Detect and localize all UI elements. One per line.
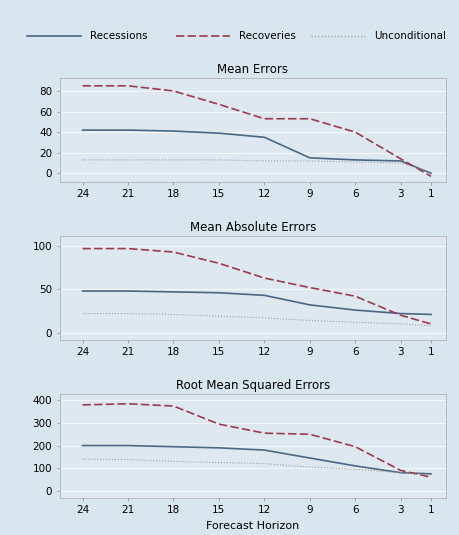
- Title: Mean Errors: Mean Errors: [217, 64, 288, 77]
- Title: Root Mean Squared Errors: Root Mean Squared Errors: [175, 379, 330, 393]
- Text: Recessions: Recessions: [90, 31, 147, 41]
- X-axis label: Forecast Horizon: Forecast Horizon: [206, 521, 299, 531]
- Text: Recoveries: Recoveries: [239, 31, 295, 41]
- Text: Unconditional: Unconditional: [374, 31, 445, 41]
- Title: Mean Absolute Errors: Mean Absolute Errors: [190, 221, 315, 234]
